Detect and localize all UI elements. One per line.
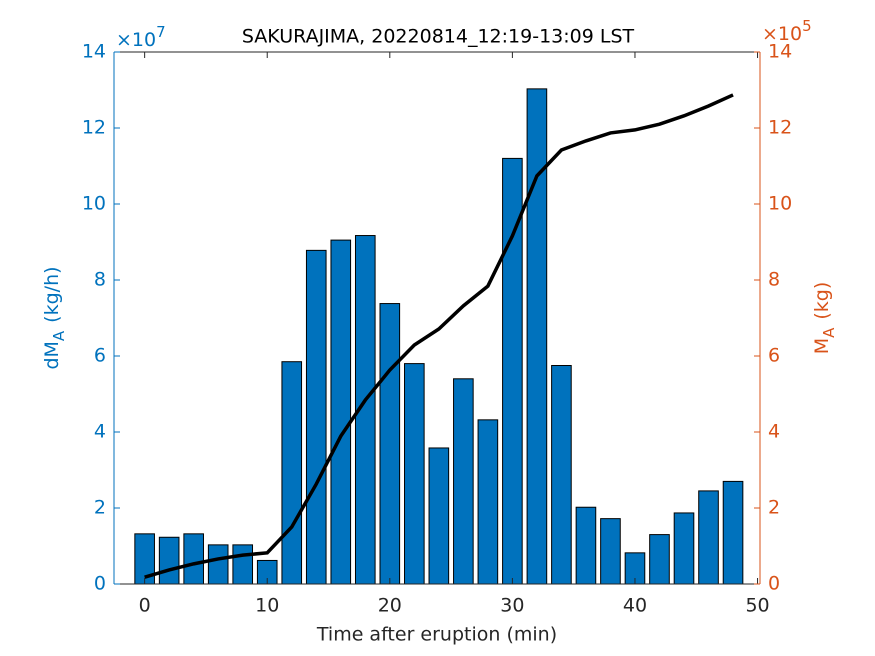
bar bbox=[428, 447, 450, 585]
bar bbox=[698, 490, 719, 585]
bar bbox=[379, 303, 401, 585]
y2-tick-label: 4 bbox=[768, 421, 780, 443]
y2-tick-label: 12 bbox=[768, 117, 792, 139]
x-tick-label: 30 bbox=[500, 595, 524, 617]
y-tick-label: 0 bbox=[94, 573, 106, 595]
bar bbox=[453, 378, 474, 585]
bar bbox=[183, 533, 204, 585]
bar bbox=[551, 365, 572, 585]
y2-tick-label: 0 bbox=[768, 573, 780, 595]
bar bbox=[281, 361, 303, 585]
x-tick-label: 20 bbox=[378, 595, 402, 617]
x-axis-label: Time after eruption (min) bbox=[316, 624, 557, 646]
bar bbox=[330, 239, 352, 585]
y-tick-label: 8 bbox=[94, 269, 106, 291]
bar bbox=[575, 506, 597, 585]
y2-tick-label: 10 bbox=[768, 193, 792, 215]
bar bbox=[673, 512, 695, 585]
bar bbox=[649, 534, 670, 585]
y-tick-label: 4 bbox=[94, 421, 106, 443]
bar bbox=[158, 536, 180, 585]
bar bbox=[207, 544, 229, 585]
line bbox=[144, 93, 734, 579]
axis-exponent: ×107 bbox=[116, 23, 166, 51]
bar bbox=[526, 88, 548, 585]
x-tick-label: 0 bbox=[139, 595, 151, 617]
x-tick-label: 40 bbox=[623, 595, 647, 617]
bar bbox=[305, 249, 327, 585]
x-tick-label: 10 bbox=[255, 595, 279, 617]
label-sub: A bbox=[820, 327, 838, 338]
label-main: M bbox=[811, 338, 833, 354]
y2-tick-label: 8 bbox=[768, 269, 780, 291]
y-tick-label: 12 bbox=[82, 117, 106, 139]
y-tick-label: 6 bbox=[94, 345, 106, 367]
label-unit: (kg) bbox=[811, 282, 833, 320]
y2-tick-label: 14 bbox=[768, 41, 792, 63]
bar bbox=[477, 419, 499, 585]
chart-title: SAKURAJIMA, 20220814_12:19-13:09 LST bbox=[242, 26, 635, 48]
y-tick-label: 14 bbox=[82, 41, 106, 63]
y-axis-label: MA (kg) bbox=[811, 282, 838, 355]
y2-tick-label: 2 bbox=[768, 497, 780, 519]
bar bbox=[722, 480, 744, 585]
exponent-power: 7 bbox=[156, 23, 166, 41]
bar bbox=[404, 363, 425, 585]
label-unit: (kg/h) bbox=[41, 266, 63, 322]
y-axis-label: dMA (kg/h) bbox=[41, 266, 68, 369]
bar bbox=[232, 544, 254, 585]
y2-tick-label: 6 bbox=[768, 345, 780, 367]
exponent-base: ×10 bbox=[116, 29, 156, 51]
x-tick-label: 50 bbox=[745, 595, 769, 617]
exponent-base: ×10 bbox=[762, 23, 802, 45]
exponent-power: 5 bbox=[802, 17, 812, 35]
y-tick-label: 2 bbox=[94, 497, 106, 519]
y-tick-label: 10 bbox=[82, 193, 106, 215]
label-main: dM bbox=[41, 341, 63, 369]
axis-exponent: ×105 bbox=[762, 17, 812, 45]
bar bbox=[600, 518, 621, 585]
label-sub: A bbox=[50, 330, 68, 341]
